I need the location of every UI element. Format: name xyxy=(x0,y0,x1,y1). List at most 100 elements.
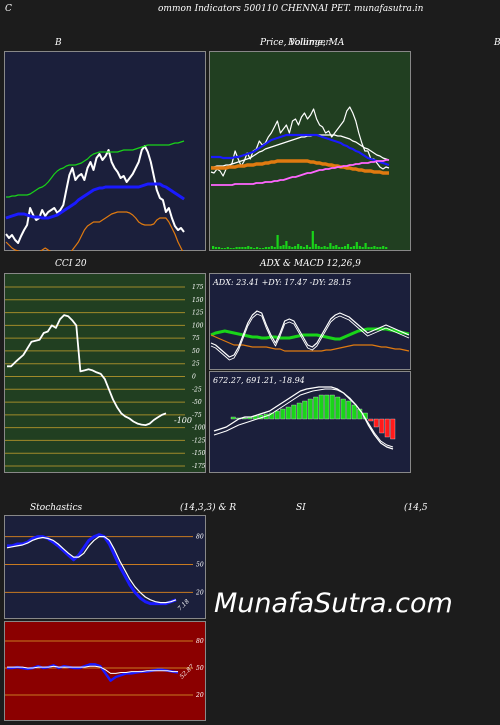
rsi-tick-label: 80 xyxy=(196,638,204,645)
rsi-params: (14,5 xyxy=(404,503,428,513)
stochastics-params: (14,3,3) & R xyxy=(180,503,237,513)
volume-bar xyxy=(288,246,291,249)
volume-bar xyxy=(370,247,373,249)
volume-bar xyxy=(253,248,256,249)
price-volume-overlay-title: Bollinger xyxy=(288,38,330,48)
volume-bar xyxy=(320,247,323,249)
cci-tick-label: 75 xyxy=(192,335,200,342)
volume-bar xyxy=(317,246,320,249)
macd-histogram-bar xyxy=(346,400,352,420)
rsi-tick-label: 20 xyxy=(195,692,204,699)
volume-bar xyxy=(226,247,229,249)
volume-bar xyxy=(273,247,276,249)
volume-bar xyxy=(279,246,282,249)
macd-histogram-bar xyxy=(274,410,280,420)
volume-bar xyxy=(361,247,364,249)
cci-tick-label: -100 xyxy=(192,425,206,432)
volume-bar xyxy=(223,248,226,249)
volume-bar xyxy=(270,246,273,249)
cci-last-label: -100 xyxy=(174,416,192,425)
macd-histogram-bar xyxy=(329,394,335,420)
macd-histogram-bar xyxy=(291,404,297,420)
cci-chart: 1751501251007550250-25-50-75-100-125-150… xyxy=(4,273,206,473)
cci-tick-label: 150 xyxy=(192,297,204,304)
volume-bar xyxy=(326,247,329,249)
macd-histogram-bar xyxy=(368,418,374,422)
price-volume-chart xyxy=(209,51,411,251)
adx-minus-di-line xyxy=(210,334,410,352)
volume-bar xyxy=(373,246,376,249)
volume-bar xyxy=(358,246,361,249)
rsi-tick-label: 50 xyxy=(196,665,204,672)
volume-bar xyxy=(232,248,235,249)
volume-bar xyxy=(349,247,353,249)
volume-bar xyxy=(352,246,355,249)
volume-bar xyxy=(376,247,379,249)
volume-bar xyxy=(302,247,306,249)
volume-bar xyxy=(282,245,285,249)
volume-bar xyxy=(367,247,370,249)
cci-tick-label: 100 xyxy=(192,322,204,329)
macd-chart: 672.27, 691.21, -18.94 xyxy=(209,371,411,473)
stochastics-title: Stochastics xyxy=(30,503,83,513)
volume-bar xyxy=(344,246,347,249)
macd-histogram-bar xyxy=(230,416,236,420)
volume-bar xyxy=(335,245,338,249)
bollinger-price-line xyxy=(5,145,185,244)
volume-bar xyxy=(338,247,341,249)
volume-bar xyxy=(311,231,314,249)
volume-bar xyxy=(244,247,247,249)
volume-bar xyxy=(250,247,253,249)
volume-bar xyxy=(264,247,267,249)
macd-readout: 672.27, 691.21, -18.94 xyxy=(213,376,305,385)
price-volume-title: Price, Volume, MA xyxy=(260,38,345,48)
bollinger-title: B xyxy=(55,38,62,48)
rsi-title: SI xyxy=(296,503,306,513)
volume-bar xyxy=(294,246,297,249)
volume-bar xyxy=(258,248,262,249)
volume-bar xyxy=(364,243,367,249)
pv-ma-white_1-line xyxy=(211,134,390,168)
volume-bar xyxy=(212,246,215,249)
cci-tick-label: 25 xyxy=(191,361,200,368)
rsi-white-line xyxy=(7,665,178,674)
stoch-tick-label: 50 xyxy=(196,562,204,569)
macd-histogram-bar xyxy=(313,396,319,420)
macd-histogram-bar xyxy=(280,408,286,420)
stoch-tick-label: 80 xyxy=(196,534,204,541)
cci-tick-label: -75 xyxy=(192,412,202,419)
cci-tick-label: 0 xyxy=(192,374,196,381)
volume-bar xyxy=(346,244,350,249)
bollinger-lower-band-line xyxy=(5,211,184,251)
macd-histogram-bar xyxy=(318,394,324,420)
macd-histogram-bar xyxy=(324,394,330,420)
volume-bar xyxy=(341,247,344,249)
volume-bar xyxy=(379,247,382,249)
pv-ma-pink-line xyxy=(211,159,389,186)
macd-histogram-bar xyxy=(285,406,291,420)
stoch-tick-label: 20 xyxy=(195,589,204,596)
adx-chart: ADX: 23.41 +DY: 17.47 -DY: 28.15 xyxy=(209,273,411,370)
volume-bar xyxy=(308,247,311,249)
adx-macd-title: ADX & MACD 12,26,9 xyxy=(260,259,361,269)
stoch-d-line xyxy=(6,536,177,604)
cci-tick-label: -150 xyxy=(192,450,206,457)
volume-bar xyxy=(291,247,294,249)
volume-bar xyxy=(323,246,326,249)
volume-bar xyxy=(276,235,279,249)
macd-histogram-bar xyxy=(340,398,346,420)
cci-tick-label: -50 xyxy=(192,399,202,406)
macd-histogram-bar xyxy=(379,418,385,434)
cci-title: CCI 20 xyxy=(55,259,87,269)
volume-bar xyxy=(261,248,265,249)
header-left-marker: C xyxy=(5,4,12,14)
cci-tick-label: -175 xyxy=(192,463,206,470)
macd-histogram-bar xyxy=(351,404,357,420)
macd-histogram-bar xyxy=(307,398,313,420)
macd-histogram-bar xyxy=(302,400,308,420)
volume-bar xyxy=(285,241,288,249)
volume-bar xyxy=(355,242,358,249)
volume-bar xyxy=(332,246,335,249)
